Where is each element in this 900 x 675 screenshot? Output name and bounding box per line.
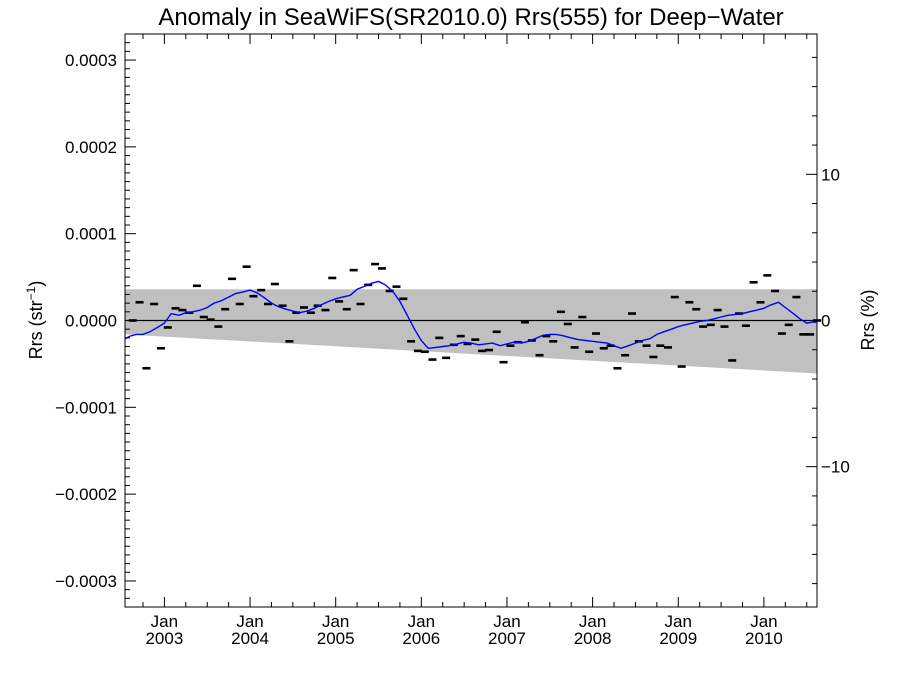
y-right-tick-label: −10 — [821, 458, 850, 477]
x-tick-label-month: Jan — [579, 612, 606, 631]
y-axis-right-label: Rrs (%) — [858, 290, 878, 351]
x-tick-label-year: 2010 — [745, 629, 783, 648]
x-tick-label-month: Jan — [750, 612, 777, 631]
y-left-tick-label: 0.0001 — [65, 225, 117, 244]
x-tick-label-year: 2004 — [231, 629, 269, 648]
x-tick-label-month: Jan — [665, 612, 692, 631]
x-tick-label-month: Jan — [151, 612, 178, 631]
y-left-tick-label: −0.0002 — [55, 485, 117, 504]
y-axis-left-label: Rrs (str−1) — [24, 281, 46, 360]
plot-area: Jan2003Jan2004Jan2005Jan2006Jan2007Jan20… — [55, 33, 850, 648]
y-left-tick-label: −0.0001 — [55, 398, 117, 417]
y-left-tick-label: 0.0003 — [65, 51, 117, 70]
y-left-tick-label: 0.0002 — [65, 138, 117, 157]
x-tick-label-year: 2006 — [402, 629, 440, 648]
x-tick-label-month: Jan — [493, 612, 520, 631]
x-tick-label-year: 2007 — [488, 629, 526, 648]
x-tick-label-year: 2003 — [145, 629, 183, 648]
running-mean-line — [124, 280, 817, 350]
y-left-tick-label: −0.0003 — [55, 572, 117, 591]
uncertainty-band — [125, 289, 817, 374]
x-tick-label-year: 2008 — [574, 629, 612, 648]
x-tick-label-year: 2009 — [659, 629, 697, 648]
x-tick-label-year: 2005 — [317, 629, 355, 648]
x-tick-label-month: Jan — [408, 612, 435, 631]
y-right-tick-label: 0 — [821, 312, 830, 331]
y-right-tick-label: 10 — [821, 165, 840, 184]
y-left-tick-label: 0.0000 — [65, 312, 117, 331]
x-tick-label-month: Jan — [236, 612, 263, 631]
x-tick-label-month: Jan — [322, 612, 349, 631]
chart-title: Anomaly in SeaWiFS(SR2010.0) Rrs(555) fo… — [158, 4, 783, 31]
